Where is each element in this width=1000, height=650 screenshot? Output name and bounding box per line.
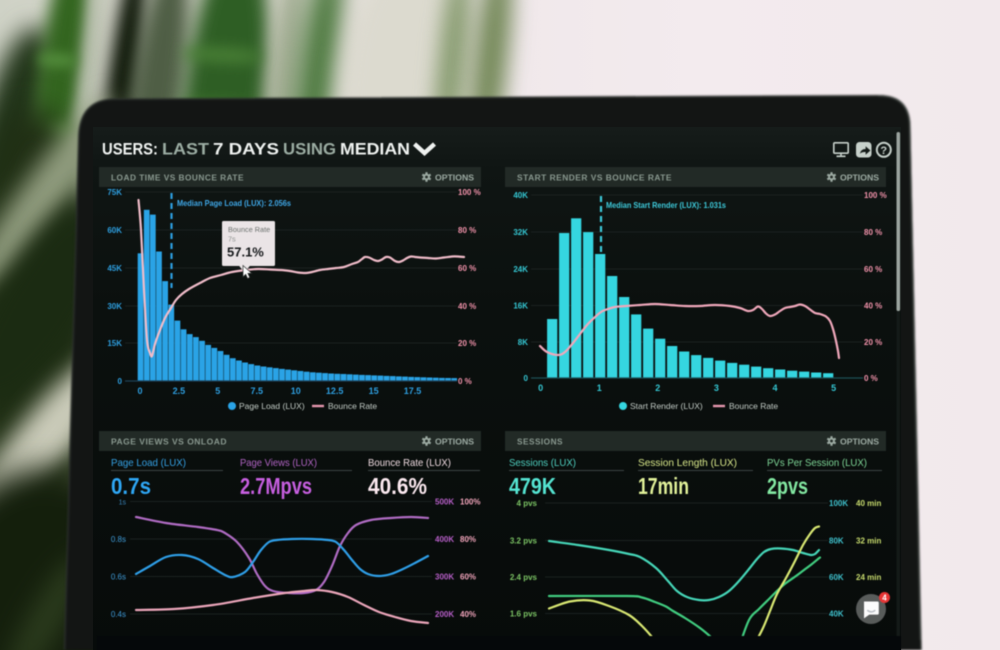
svg-text:32 min: 32 min [856,537,881,546]
svg-text:7s: 7s [228,235,236,244]
svg-text:24 min: 24 min [856,573,881,582]
svg-text:15K: 15K [107,339,122,348]
svg-text:8K: 8K [518,338,528,347]
svg-text:5: 5 [215,386,220,396]
svg-text:17min: 17min [638,473,689,499]
svg-text:Page Load (LUX): Page Load (LUX) [239,401,305,411]
svg-text:PVs Per Session (LUX): PVs Per Session (LUX) [767,457,867,469]
svg-text:3: 3 [714,383,719,393]
svg-text:4: 4 [772,383,777,393]
svg-text:80%: 80% [460,535,476,544]
svg-text:Bounce Rate: Bounce Rate [729,401,778,411]
svg-text:7 DAYS: 7 DAYS [213,140,279,159]
svg-text:10: 10 [291,386,301,396]
svg-text:100 %: 100 % [458,188,481,197]
svg-text:0.6s: 0.6s [111,573,126,582]
svg-text:57.1%: 57.1% [227,245,264,260]
svg-text:PAGE VIEWS VS ONLOAD: PAGE VIEWS VS ONLOAD [111,437,227,447]
svg-text:4: 4 [882,594,887,603]
svg-text:75K: 75K [107,188,122,197]
svg-text:Page Load (LUX): Page Load (LUX) [111,457,186,469]
svg-text:USERS:: USERS: [102,140,158,159]
svg-text:0.7s: 0.7s [111,473,151,499]
svg-text:20 %: 20 % [458,339,476,348]
svg-text:0 %: 0 % [864,374,878,383]
svg-text:USING: USING [283,140,336,159]
svg-text:15: 15 [369,386,379,396]
svg-text:2.5: 2.5 [173,386,186,396]
svg-text:40%: 40% [460,610,476,619]
svg-text:24K: 24K [513,265,528,274]
svg-text:Bounce Rate: Bounce Rate [228,225,270,234]
svg-text:OPTIONS: OPTIONS [435,173,474,183]
svg-text:40 %: 40 % [864,302,882,311]
svg-text:MEDIAN: MEDIAN [340,140,410,159]
svg-text:1s: 1s [119,500,127,507]
svg-text:60%: 60% [460,573,476,582]
svg-text:0: 0 [137,386,142,396]
svg-text:40 min: 40 min [856,499,881,508]
svg-text:Median Page Load (LUX): 2.056s: Median Page Load (LUX): 2.056s [177,198,291,208]
svg-text:0.8s: 0.8s [111,535,126,544]
svg-text:Median Start Render (LUX): 1.0: Median Start Render (LUX): 1.031s [606,200,726,210]
svg-text:32K: 32K [513,228,528,237]
svg-text:60K: 60K [107,226,122,235]
svg-text:SESSIONS: SESSIONS [517,437,563,447]
svg-text:Page Views (LUX): Page Views (LUX) [240,457,317,469]
svg-text:479K: 479K [509,473,556,499]
svg-text:0 %: 0 % [458,377,472,386]
svg-text:40K: 40K [513,191,528,200]
svg-text:80 %: 80 % [458,226,476,235]
svg-text:2.4 pvs: 2.4 pvs [510,573,538,582]
svg-text:40.6%: 40.6% [368,473,427,499]
svg-text:300K: 300K [435,573,454,582]
svg-text:OPTIONS: OPTIONS [435,437,474,447]
svg-text:Session Length (LUX): Session Length (LUX) [638,457,737,469]
svg-text:20 %: 20 % [864,338,882,347]
svg-text:Bounce Rate: Bounce Rate [328,401,377,411]
svg-text:40K: 40K [829,610,844,619]
svg-text:0: 0 [118,377,123,386]
svg-text:80 %: 80 % [864,228,882,237]
svg-text:1.6 pvs: 1.6 pvs [510,610,538,619]
svg-text:100 %: 100 % [864,191,887,200]
svg-text:7.5: 7.5 [251,386,264,396]
svg-text:OPTIONS: OPTIONS [840,173,879,183]
svg-text:30K: 30K [107,302,122,311]
svg-text:45K: 45K [107,264,122,273]
svg-text:2: 2 [655,383,660,393]
svg-text:3.2 pvs: 3.2 pvs [510,537,538,546]
svg-text:400K: 400K [435,535,454,544]
svg-text:100%: 100% [460,498,480,507]
svg-text:17.5: 17.5 [404,386,422,396]
svg-text:80K: 80K [829,537,844,546]
svg-text:60 %: 60 % [864,265,882,274]
svg-text:Start Render (LUX): Start Render (LUX) [630,401,703,411]
svg-text:2.7Mpvs: 2.7Mpvs [240,473,312,499]
svg-text:?: ? [880,145,887,157]
svg-text:1: 1 [597,383,602,393]
svg-text:5: 5 [831,383,836,393]
svg-text:60 %: 60 % [458,264,476,273]
svg-text:0: 0 [524,374,529,383]
svg-text:START RENDER VS BOUNCE RATE: START RENDER VS BOUNCE RATE [517,173,672,183]
svg-text:Sessions (LUX): Sessions (LUX) [509,457,576,469]
svg-text:OPTIONS: OPTIONS [840,437,879,447]
svg-text:200K: 200K [435,610,454,619]
svg-text:500K: 500K [435,498,454,507]
svg-text:0: 0 [538,383,543,393]
svg-text:40 %: 40 % [458,302,476,311]
svg-text:Bounce Rate (LUX): Bounce Rate (LUX) [368,457,451,469]
svg-text:60K: 60K [829,573,844,582]
svg-text:LOAD TIME VS BOUNCE RATE: LOAD TIME VS BOUNCE RATE [111,173,244,183]
svg-text:2pvs: 2pvs [767,473,808,499]
svg-text:4 pvs: 4 pvs [517,499,538,508]
svg-text:100K: 100K [829,499,848,508]
svg-text:16K: 16K [513,302,528,311]
svg-text:12.5: 12.5 [326,386,344,396]
svg-text:0.4s: 0.4s [111,610,126,619]
svg-text:LAST: LAST [162,140,210,159]
